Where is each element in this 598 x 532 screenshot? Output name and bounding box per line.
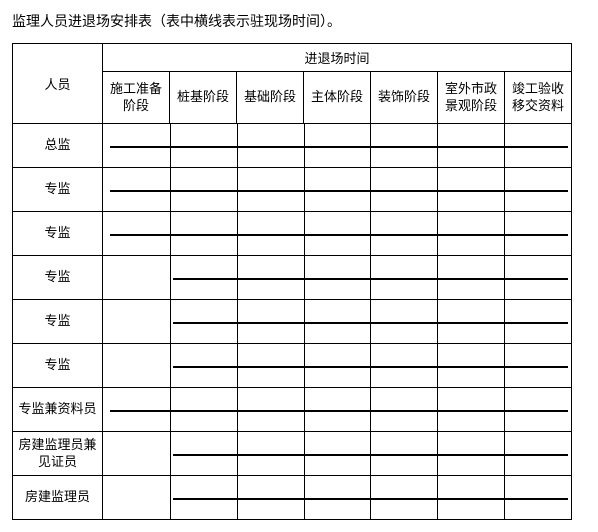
cell-divider <box>304 432 305 475</box>
bar-cell <box>103 388 572 432</box>
cell-divider <box>304 476 305 519</box>
cell-divider <box>437 300 438 343</box>
cell-divider <box>304 212 305 255</box>
cell-divider <box>170 344 171 387</box>
cell-divider <box>304 124 305 167</box>
cell-divider <box>370 212 371 255</box>
cell-divider <box>504 432 505 475</box>
cell-divider <box>170 124 171 167</box>
table-row: 专监 <box>13 212 572 256</box>
cell-divider <box>370 344 371 387</box>
cell-divider <box>504 256 505 299</box>
presence-bar <box>110 146 568 148</box>
cell-divider <box>370 168 371 211</box>
presence-bar <box>110 190 568 192</box>
row-label: 房建监理员 <box>13 476 103 520</box>
cell-divider <box>237 344 238 387</box>
cell-divider <box>170 432 171 475</box>
cell-divider <box>437 124 438 167</box>
bar-cell <box>103 256 572 300</box>
cell-divider <box>237 388 238 431</box>
cell-divider <box>237 256 238 299</box>
cell-divider <box>237 212 238 255</box>
cell-divider <box>170 168 171 211</box>
page-title: 监理人员进退场安排表（表中横线表示驻现场时间）。 <box>12 12 586 33</box>
cell-divider <box>370 256 371 299</box>
row-label: 专监 <box>13 212 103 256</box>
cell-divider <box>437 168 438 211</box>
cell-divider <box>370 300 371 343</box>
stage-header: 桩基阶段 <box>170 72 237 124</box>
table-row: 总监 <box>13 124 572 168</box>
stage-header: 主体阶段 <box>304 72 371 124</box>
row-label: 专监 <box>13 344 103 388</box>
row-label: 专监兼资料员 <box>13 388 103 432</box>
cell-divider <box>170 300 171 343</box>
bar-cell <box>103 432 572 476</box>
table-row: 专监兼资料员 <box>13 388 572 432</box>
table-row: 专监 <box>13 344 572 388</box>
cell-divider <box>304 256 305 299</box>
table-row: 房建监理员兼见证员 <box>13 432 572 476</box>
table-body: 总监专监专监专监专监专监专监兼资料员房建监理员兼见证员房建监理员 <box>13 124 572 520</box>
row-label: 总监 <box>13 124 103 168</box>
bar-cell <box>103 476 572 520</box>
cell-divider <box>237 300 238 343</box>
stage-header: 施工准备阶段 <box>103 72 170 124</box>
cell-divider <box>437 256 438 299</box>
cell-divider <box>437 432 438 475</box>
stage-header: 基础阶段 <box>237 72 304 124</box>
row-label: 房建监理员兼见证员 <box>13 432 103 476</box>
cell-divider <box>170 388 171 431</box>
cell-divider <box>504 212 505 255</box>
time-header: 进退场时间 <box>103 44 572 72</box>
schedule-table: 人员 进退场时间 施工准备阶段 桩基阶段 基础阶段 主体阶段 装饰阶段 室外市政… <box>12 43 572 520</box>
stage-header: 室外市政景观阶段 <box>438 72 505 124</box>
presence-bar <box>110 234 568 236</box>
presence-bar <box>110 410 568 412</box>
cell-divider <box>170 212 171 255</box>
row-label: 专监 <box>13 300 103 344</box>
cell-divider <box>370 388 371 431</box>
cell-divider <box>304 388 305 431</box>
cell-divider <box>437 476 438 519</box>
cell-divider <box>304 344 305 387</box>
cell-divider <box>437 212 438 255</box>
table-row: 专监 <box>13 256 572 300</box>
cell-divider <box>504 300 505 343</box>
row-label: 专监 <box>13 168 103 212</box>
stage-header: 竣工验收移交资料 <box>505 72 572 124</box>
table-row: 房建监理员 <box>13 476 572 520</box>
row-label: 专监 <box>13 256 103 300</box>
cell-divider <box>370 432 371 475</box>
cell-divider <box>237 168 238 211</box>
table-row: 专监 <box>13 300 572 344</box>
cell-divider <box>437 388 438 431</box>
cell-divider <box>504 344 505 387</box>
cell-divider <box>170 256 171 299</box>
cell-divider <box>370 476 371 519</box>
bar-cell <box>103 124 572 168</box>
cell-divider <box>304 300 305 343</box>
cell-divider <box>370 124 371 167</box>
cell-divider <box>504 124 505 167</box>
bar-cell <box>103 300 572 344</box>
cell-divider <box>504 476 505 519</box>
person-header: 人员 <box>13 44 103 124</box>
bar-cell <box>103 168 572 212</box>
cell-divider <box>504 168 505 211</box>
cell-divider <box>237 476 238 519</box>
cell-divider <box>170 476 171 519</box>
cell-divider <box>437 344 438 387</box>
cell-divider <box>304 168 305 211</box>
bar-cell <box>103 212 572 256</box>
stage-header: 装饰阶段 <box>371 72 438 124</box>
table-row: 专监 <box>13 168 572 212</box>
bar-cell <box>103 344 572 388</box>
cell-divider <box>237 432 238 475</box>
cell-divider <box>504 388 505 431</box>
cell-divider <box>237 124 238 167</box>
